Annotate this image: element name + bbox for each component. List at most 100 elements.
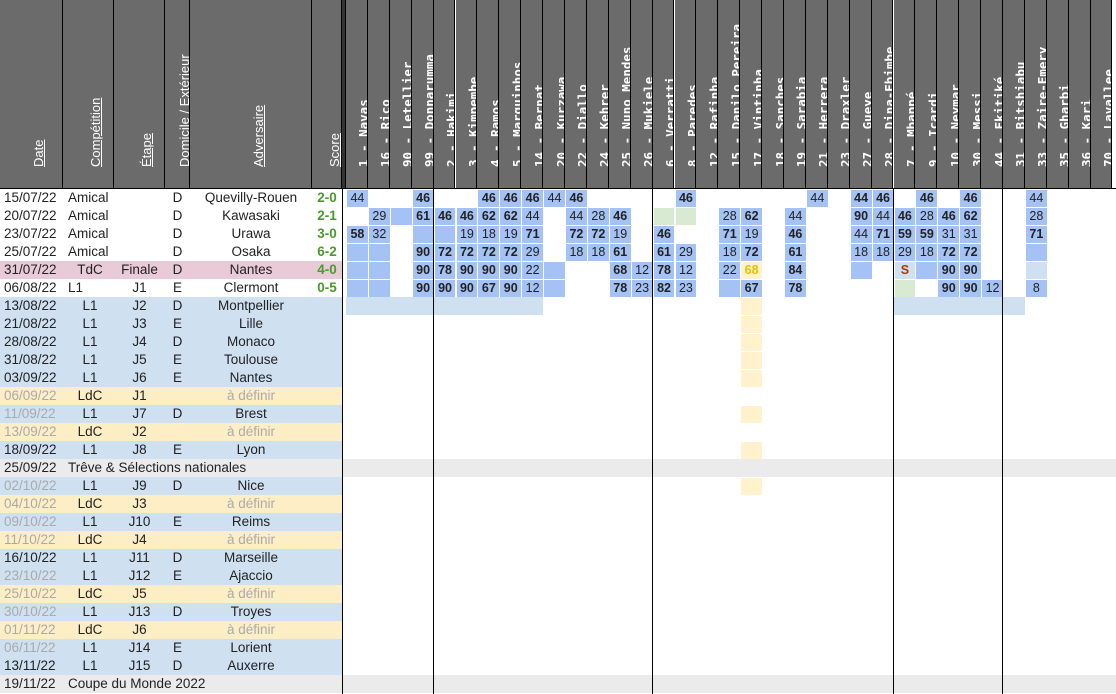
player-cell[interactable]: 71 [522, 226, 544, 243]
player-cell[interactable] [434, 226, 456, 243]
player-header-7[interactable]: 5 - Marquinhos [499, 0, 522, 188]
player-header-31[interactable]: 33 - Zaire-Emery [1024, 0, 1047, 188]
table-row[interactable]: 23/07/22 Amical D Urawa 3-0 [0, 225, 342, 243]
player-header-5[interactable]: 3 - Kimpembe [455, 0, 478, 188]
player-cell[interactable]: 29 [522, 244, 544, 261]
player-cell[interactable]: 23 [631, 280, 653, 297]
player-cell[interactable]: 23 [675, 280, 697, 297]
player-cell[interactable]: 72 [434, 244, 456, 261]
player-cell[interactable]: 46 [675, 190, 697, 207]
player-header-10[interactable]: 22 - Diallo [565, 0, 587, 188]
player-cell[interactable]: 90 [456, 262, 478, 279]
player-cell[interactable] [368, 280, 390, 297]
player-cell[interactable]: 32 [368, 226, 390, 243]
player-cell[interactable]: 90 [850, 208, 872, 225]
player-cell[interactable]: 90 [412, 244, 434, 261]
player-cell[interactable] [850, 262, 872, 279]
table-row[interactable]: 11/10/22 LdC J4 à définir [0, 531, 342, 549]
player-cell[interactable]: 12 [522, 280, 544, 297]
player-header-17[interactable]: 15 - Danilo Pereira [718, 0, 741, 188]
player-cell[interactable]: 29 [894, 244, 916, 261]
player-header-27[interactable]: 10 - Neymar [937, 0, 960, 188]
player-header-0[interactable]: 1 - Navas [346, 0, 368, 188]
player-cell[interactable]: 44 [522, 208, 544, 225]
player-cell[interactable]: 18 [872, 244, 894, 261]
table-row[interactable]: 01/11/22 LdC J6 à définir [0, 621, 342, 639]
table-row[interactable]: 25/07/22 Amical D Osaka 6-2 [0, 243, 342, 261]
table-row[interactable]: 06/11/22 L1 J14 E Lorient [0, 639, 342, 657]
player-cell[interactable]: 62 [741, 208, 763, 225]
player-header-3[interactable]: 99 - Donnarumma [411, 0, 434, 188]
table-row[interactable]: 16/10/22 L1 J11 D Marseille [0, 549, 342, 567]
player-cell[interactable]: 82 [653, 280, 675, 297]
player-cell[interactable]: 46 [938, 208, 960, 225]
player-cell[interactable]: 72 [960, 244, 982, 261]
player-cell[interactable]: 19 [500, 226, 522, 243]
player-cell[interactable]: 22 [522, 262, 544, 279]
player-cell[interactable]: 72 [456, 244, 478, 261]
table-row[interactable]: 03/09/22 L1 J6 E Nantes [0, 369, 342, 387]
player-cell[interactable] [544, 262, 565, 279]
player-cell[interactable] [1025, 262, 1047, 279]
player-cell[interactable] [347, 262, 368, 279]
player-cell[interactable] [347, 244, 368, 261]
table-row[interactable]: 30/10/22 L1 J13 D Troyes [0, 603, 342, 621]
player-header-22[interactable]: 23 - Draxler [827, 0, 850, 188]
player-cell[interactable]: 18 [478, 226, 500, 243]
player-header-8[interactable]: 14 - Bernat [521, 0, 544, 188]
player-cell[interactable]: 59 [916, 226, 938, 243]
player-cell[interactable]: 72 [478, 244, 500, 261]
table-row[interactable]: 04/10/22 LdC J3 à définir [0, 495, 342, 513]
player-cell[interactable]: 67 [478, 280, 500, 297]
player-cell[interactable]: 90 [456, 280, 478, 297]
player-cell[interactable]: 46 [522, 190, 544, 207]
player-cell[interactable]: 46 [609, 208, 631, 225]
player-header-2[interactable]: 90 - Letellier [389, 0, 412, 188]
player-cell[interactable]: 62 [960, 208, 982, 225]
player-cell[interactable]: 46 [894, 208, 916, 225]
player-header-26[interactable]: 9 - Icardi [915, 0, 938, 188]
table-row[interactable]: 13/08/22 L1 J2 D Montpellier [0, 297, 342, 315]
player-cell[interactable]: 29 [368, 208, 390, 225]
player-cell[interactable]: 46 [785, 226, 806, 243]
player-cell[interactable]: 90 [960, 280, 982, 297]
player-cell[interactable]: 78 [785, 280, 806, 297]
player-cell[interactable]: 62 [478, 208, 500, 225]
table-row[interactable]: 06/09/22 LdC J1 à définir [0, 387, 342, 405]
player-cell[interactable]: 61 [412, 208, 434, 225]
player-cell[interactable]: 67 [741, 280, 763, 297]
player-cell[interactable]: 46 [960, 190, 982, 207]
player-cell[interactable]: 46 [434, 208, 456, 225]
player-cell[interactable]: 44 [806, 190, 828, 207]
player-cell[interactable]: 29 [675, 244, 697, 261]
player-cell[interactable] [368, 262, 390, 279]
player-cell[interactable] [653, 208, 675, 225]
player-cell[interactable]: 46 [653, 226, 675, 243]
player-header-1[interactable]: 16 - Rico [367, 0, 390, 188]
player-cell[interactable] [390, 208, 412, 225]
player-cell[interactable]: 19 [741, 226, 763, 243]
player-header-33[interactable]: 36 - Kari [1068, 0, 1091, 188]
player-cell[interactable] [347, 280, 368, 297]
player-cell[interactable]: 19 [609, 226, 631, 243]
player-cell[interactable]: 12 [982, 280, 1003, 297]
player-cell[interactable]: 12 [675, 262, 697, 279]
player-cell[interactable]: 44 [566, 208, 587, 225]
player-cell[interactable]: 46 [872, 190, 894, 207]
table-row[interactable]: 20/07/22 Amical D Kawasaki 2-1 [0, 207, 342, 225]
player-header-32[interactable]: 35 - Gharbi [1046, 0, 1069, 188]
player-header-15[interactable]: 8 - Paredes [674, 0, 697, 188]
player-header-11[interactable]: 24 - Kehrer [586, 0, 609, 188]
header-etape[interactable]: Étape [114, 0, 165, 188]
player-cell[interactable]: 8 [1025, 280, 1047, 297]
player-header-14[interactable]: 6 - Verratti [652, 0, 675, 188]
player-cell[interactable]: 71 [872, 226, 894, 243]
player-cell[interactable]: 59 [894, 226, 916, 243]
player-cell[interactable]: 28 [587, 208, 609, 225]
player-header-9[interactable]: 20 - Kurzawa [543, 0, 565, 188]
player-cell[interactable] [916, 262, 938, 279]
player-cell[interactable]: 61 [609, 244, 631, 261]
player-header-19[interactable]: 18 - Sanches [762, 0, 784, 188]
header-competition[interactable]: Compétition [63, 0, 114, 188]
player-cell[interactable]: 62 [500, 208, 522, 225]
